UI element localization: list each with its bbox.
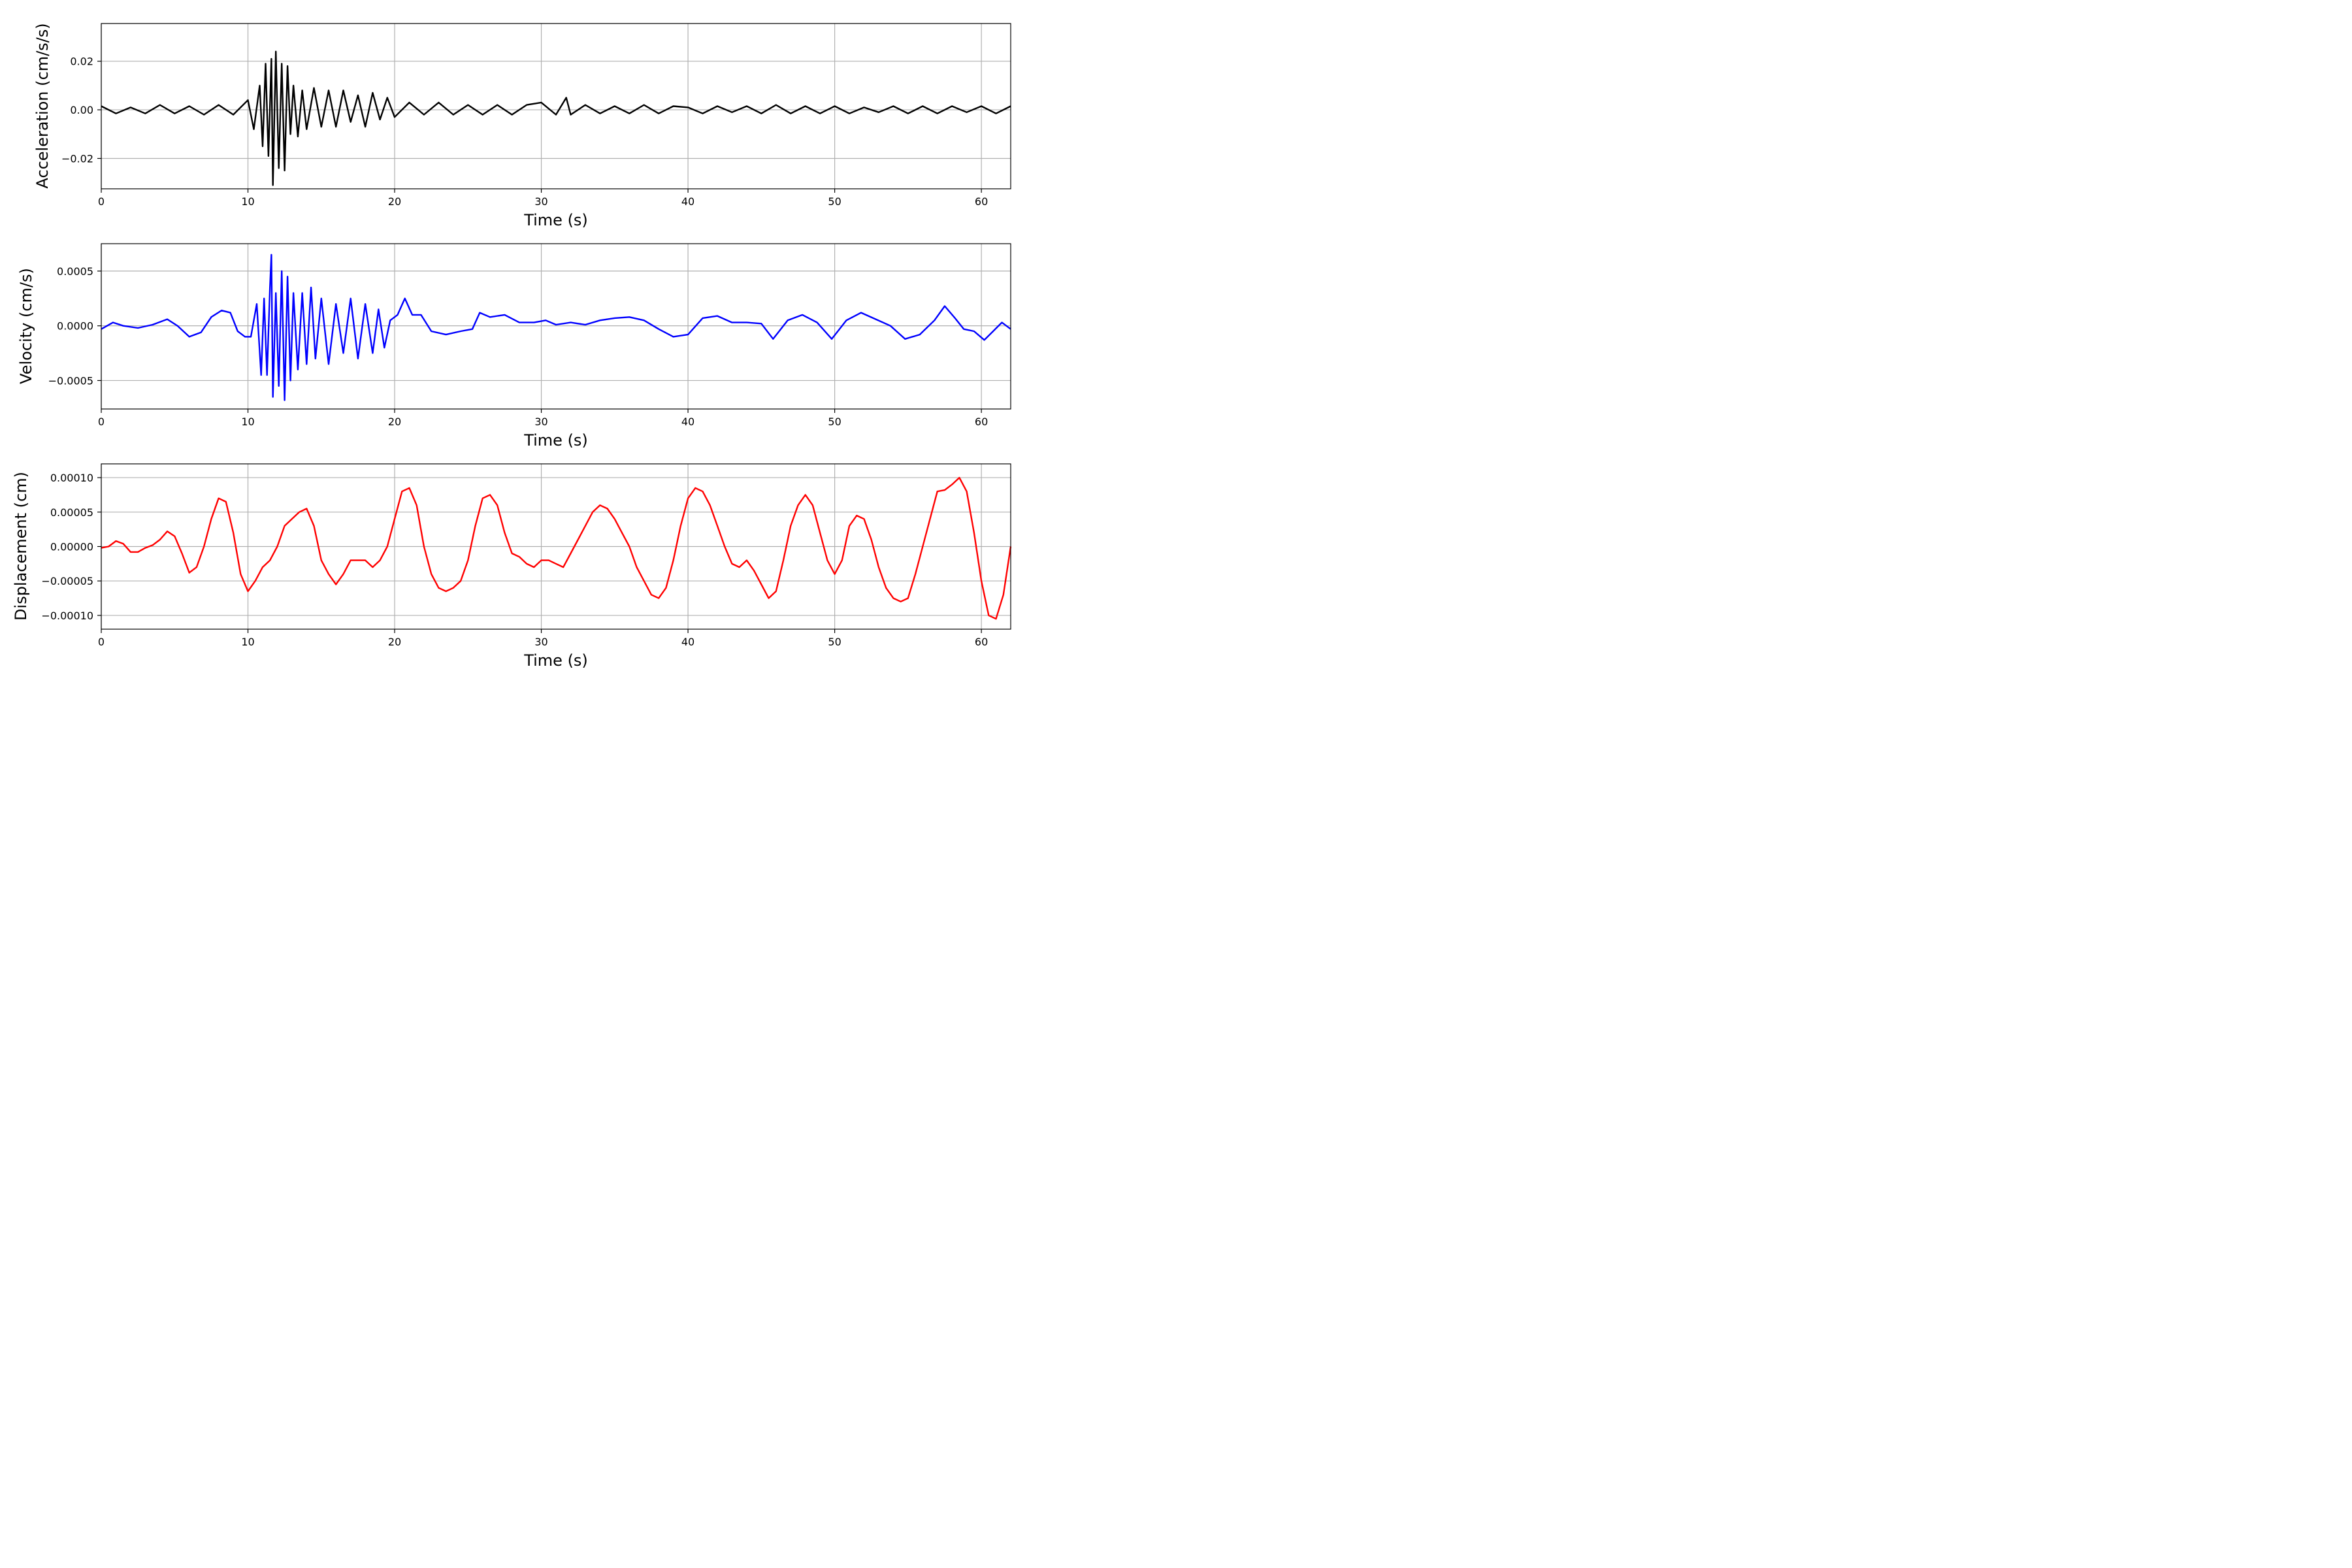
x-tick-label: 40 [681,416,694,428]
x-tick-label: 50 [828,416,841,428]
displacement-panel: 0 10 20 30 40 50 60 −0.00010 −0.00005 0.00000 0.0… [12,463,1012,670]
plot-area [101,244,1011,409]
x-tick-label: 10 [241,195,254,208]
y-tick-label: 0.0000 [57,320,93,333]
x-tick-label: 10 [241,416,254,428]
x-axis-ticks: 0 10 20 30 40 50 60 [98,629,988,648]
plot-area [101,24,1011,189]
series-line [101,253,1011,401]
y-tick-label: 0.00005 [50,506,93,519]
y-tick-label: −0.0005 [48,374,93,387]
y-tick-label: 0.00010 [50,472,93,484]
x-tick-label: 20 [388,416,401,428]
x-tick-label: 20 [388,195,401,208]
y-axis-ticks: −0.0005 0.0000 0.0005 [48,265,101,387]
x-tick-label: 0 [98,195,105,208]
figure: 0 10 20 30 40 50 60 −0.02 0.00 0.02 Time (s) Acc… [0,0,1024,683]
x-tick-label: 60 [975,636,988,648]
x-tick-label: 40 [681,636,694,648]
x-tick-label: 0 [98,416,105,428]
x-tick-label: 10 [241,636,254,648]
acceleration-panel: 0 10 20 30 40 50 60 −0.02 0.00 0.02 Time (s) Acc… [33,23,1011,229]
y-axis-ticks: −0.02 0.00 0.02 [61,56,101,165]
grid [101,464,1011,629]
x-tick-label: 50 [828,195,841,208]
y-tick-label: −0.00005 [41,575,93,587]
axes-frame [101,23,1011,189]
y-axis-ticks: −0.00010 −0.00005 0.00000 0.00005 0.00010 [41,472,101,622]
y-tick-label: 0.02 [70,56,93,68]
x-tick-label: 50 [828,636,841,648]
x-axis-label: Time (s) [523,431,588,449]
y-tick-label: −0.00010 [41,610,93,622]
x-axis-label: Time (s) [523,651,588,670]
x-tick-label: 30 [534,195,547,208]
x-tick-label: 30 [534,416,547,428]
x-tick-label: 60 [975,416,988,428]
x-axis-label: Time (s) [523,211,588,229]
x-axis-ticks: 0 10 20 30 40 50 60 [98,189,988,208]
y-axis-label: Acceleration (cm/s/s) [33,23,52,188]
x-tick-label: 30 [534,636,547,648]
velocity-panel: 0 10 20 30 40 50 60 −0.0005 0.0000 0.0005 Time (… [17,243,1011,449]
y-tick-label: 0.00000 [50,541,93,553]
axes-frame [101,243,1011,410]
y-axis-label: Velocity (cm/s) [17,268,35,384]
series-layer [101,50,1011,186]
x-tick-label: 20 [388,636,401,648]
x-tick-label: 40 [681,195,694,208]
series-layer [101,476,1012,620]
y-tick-label: 0.00 [70,104,93,116]
x-axis-ticks: 0 10 20 30 40 50 60 [98,409,988,428]
y-axis-label: Displacement (cm) [12,472,30,621]
y-tick-label: −0.02 [61,152,93,165]
y-tick-label: 0.0005 [57,265,93,278]
x-tick-label: 0 [98,636,105,648]
x-tick-label: 60 [975,195,988,208]
series-line [101,50,1011,186]
series-line [101,476,1012,620]
series-layer [101,253,1011,401]
